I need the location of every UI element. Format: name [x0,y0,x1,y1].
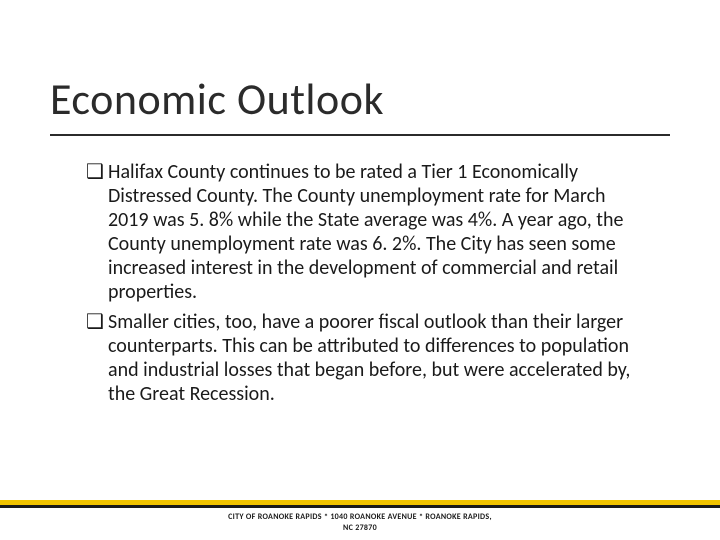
bullet-box-icon: ❑ [86,160,108,304]
footer-line-1: CITY OF ROANOKE RAPIDS * 1040 ROANOKE AV… [228,512,492,522]
title-container: Economic Outlook [50,72,670,136]
bullet-text: Smaller cities, too, have a poorer fisca… [108,310,642,406]
footer-line-2: NC 27870 [343,523,377,533]
slide-body: ❑ Halifax County continues to be rated a… [86,160,642,412]
footer-text: CITY OF ROANOKE RAPIDS * 1040 ROANOKE AV… [0,512,720,534]
bullet-box-icon: ❑ [86,310,108,406]
bullet-item: ❑ Smaller cities, too, have a poorer fis… [86,310,642,406]
slide: Economic Outlook ❑ Halifax County contin… [0,0,720,540]
bullet-item: ❑ Halifax County continues to be rated a… [86,160,642,304]
footer-accent-bar [0,500,720,508]
slide-title: Economic Outlook [50,72,670,136]
bullet-text: Halifax County continues to be rated a T… [108,160,642,304]
